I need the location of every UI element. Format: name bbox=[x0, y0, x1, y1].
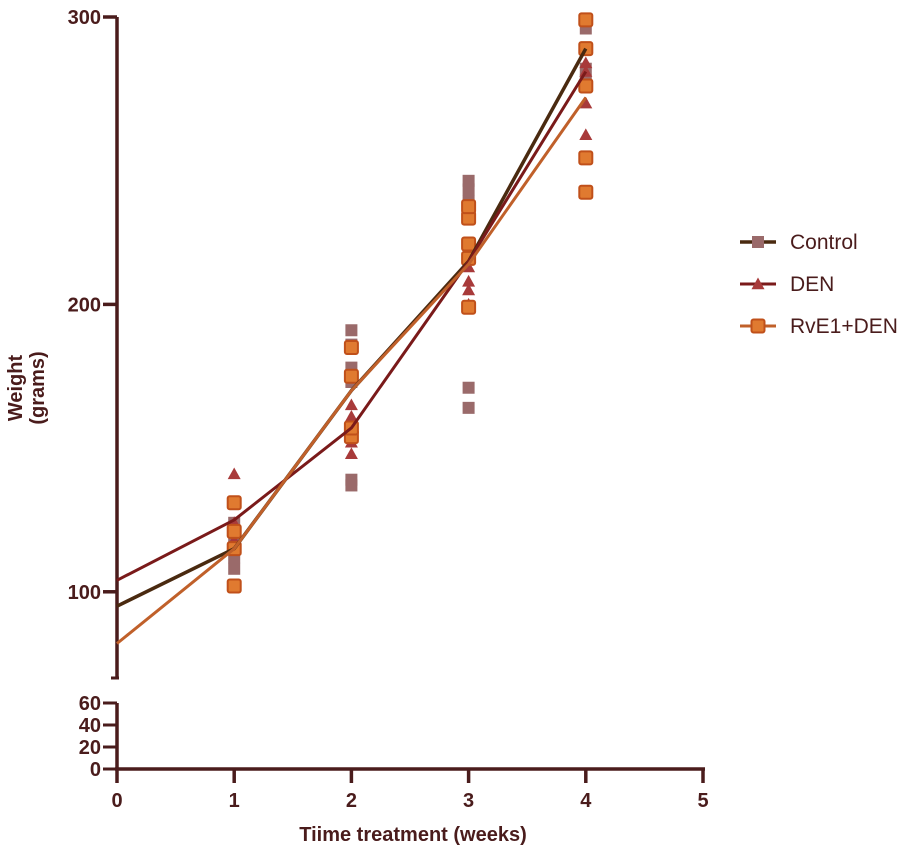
den-data-point bbox=[579, 65, 593, 77]
legend-control-label: Control bbox=[790, 231, 858, 254]
x-tick-label: 2 bbox=[346, 790, 357, 812]
den-data-point bbox=[462, 283, 476, 296]
rve1-den-fit-line bbox=[116, 96, 588, 645]
rve1-den-data-point bbox=[461, 236, 477, 252]
rve1-den-data-point bbox=[578, 12, 594, 28]
x-axis-label: Tiime treatment (weeks) bbox=[299, 824, 527, 846]
y-tick-label: 300 bbox=[68, 7, 101, 29]
y-tick-label: 20 bbox=[79, 737, 101, 759]
y-axis-label-unit: (grams) bbox=[27, 351, 49, 424]
legend-rve1-den-marker bbox=[750, 318, 766, 334]
rve1-den-data-point bbox=[461, 199, 477, 215]
rve1-den-data-point bbox=[226, 578, 242, 594]
control-data-point bbox=[228, 562, 241, 575]
den-data-point bbox=[344, 409, 358, 422]
y-tick-label: 200 bbox=[68, 294, 101, 316]
control-data-point bbox=[462, 401, 475, 414]
y-tick-label: 60 bbox=[79, 693, 101, 715]
y-axis-label: Weight bbox=[5, 355, 27, 422]
legend-den-label: DEN bbox=[790, 273, 834, 296]
control-data-point bbox=[462, 381, 475, 394]
den-fit-line bbox=[116, 70, 588, 582]
rve1-den-data-point bbox=[578, 150, 594, 166]
rve1-den-data-point bbox=[343, 368, 359, 384]
den-data-point bbox=[344, 447, 358, 460]
y-tick-label: 40 bbox=[79, 715, 101, 737]
control-data-point bbox=[462, 174, 475, 187]
x-tick-label: 1 bbox=[229, 790, 240, 812]
den-data-point bbox=[579, 96, 593, 109]
y-tick-label: 0 bbox=[90, 759, 101, 781]
rve1-den-data-point bbox=[226, 523, 242, 539]
control-data-point bbox=[345, 479, 358, 492]
legend-control-marker bbox=[752, 236, 764, 248]
rve1-den-data-point bbox=[343, 340, 359, 355]
rve1-den-data-point bbox=[578, 184, 594, 200]
den-data-point bbox=[227, 467, 241, 480]
x-tick-label: 3 bbox=[463, 790, 474, 812]
x-tick-label: 0 bbox=[111, 790, 122, 812]
den-data-point bbox=[462, 274, 476, 287]
control-data-point bbox=[345, 324, 358, 337]
legend-den-marker bbox=[751, 277, 765, 290]
rve1-den-data-point bbox=[578, 78, 594, 94]
legend-rve1-den-label: RvE1+DEN bbox=[790, 315, 898, 338]
den-data-point bbox=[579, 56, 593, 69]
x-tick-label: 4 bbox=[580, 790, 592, 812]
rve1-den-data-point bbox=[226, 495, 242, 511]
den-data-point bbox=[579, 128, 593, 141]
den-data-point bbox=[344, 398, 358, 411]
y-tick-label: 100 bbox=[68, 582, 101, 604]
rve1-den-data-point bbox=[461, 299, 477, 315]
x-tick-label: 5 bbox=[697, 790, 708, 812]
